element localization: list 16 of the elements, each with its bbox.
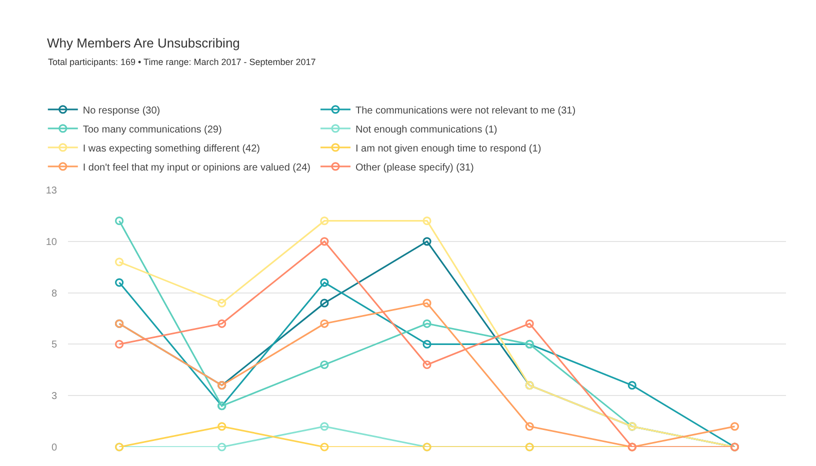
chart-subtitle: Total participants: 169 • Time range: March 2017 - September 2017: [48, 57, 316, 67]
legend-label: I am not given enough time to respond (1): [355, 143, 542, 154]
legend-label: I was expecting something different (42): [82, 143, 260, 154]
legend-label: No response (30): [82, 105, 160, 116]
legend-label: Other (please specify) (31): [355, 162, 474, 174]
legend-label: Too many communications (29): [82, 124, 222, 136]
y-tick-label: 5: [51, 340, 58, 351]
legend-label: Not enough communications (1): [355, 124, 498, 136]
legend-label: The communications were not relevant to me (31): [355, 105, 576, 116]
legend-label: I don't feel that my input or opinions are valued (24): [82, 162, 310, 174]
y-tick-label: 3: [51, 391, 58, 402]
y-tick-label: 13: [46, 186, 58, 196]
y-tick-label: 0: [51, 442, 58, 454]
y-tick-label: 10: [46, 236, 58, 248]
y-tick-label: 8: [51, 288, 58, 300]
chart-title: Why Members Are Unsubscribing: [47, 36, 240, 51]
